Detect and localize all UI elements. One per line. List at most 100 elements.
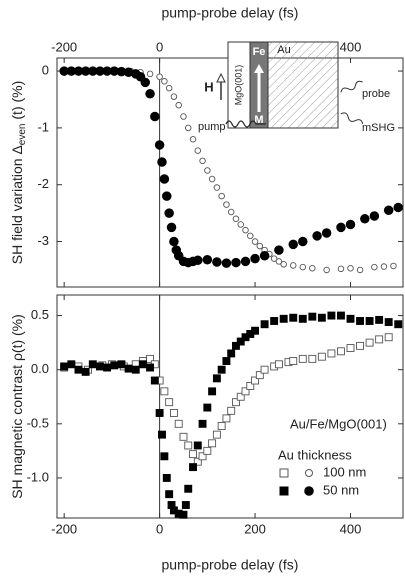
point (194, 147, 202, 154)
point (181, 501, 190, 509)
point (156, 73, 163, 81)
y-tick-label: 0 (42, 63, 49, 78)
x-tick-label: -200 (51, 39, 77, 54)
x-tick-label: 0 (156, 39, 163, 54)
point (321, 228, 332, 238)
legend-marker (305, 469, 313, 477)
point (337, 347, 345, 356)
x-tick-label: 0 (156, 521, 163, 536)
point (327, 349, 336, 358)
point (365, 338, 374, 347)
point (236, 337, 245, 346)
point (145, 89, 155, 99)
point (202, 254, 213, 265)
inset-diagram: MgO(001) Fe M Au H pump probe mSHG (198, 41, 395, 134)
point (212, 430, 221, 439)
legend-marker (279, 468, 289, 478)
point (174, 419, 183, 428)
point (146, 354, 155, 363)
point (166, 222, 177, 233)
point (308, 354, 317, 363)
au-label: Au (277, 44, 290, 56)
point (298, 354, 307, 363)
point (150, 376, 159, 385)
point (124, 364, 133, 373)
point (117, 360, 126, 369)
point (165, 398, 174, 407)
point (193, 441, 202, 450)
point (67, 360, 76, 369)
point (260, 320, 269, 329)
pump-label: pump (198, 121, 226, 133)
point (110, 361, 119, 370)
point (203, 403, 212, 412)
point (312, 231, 322, 241)
point (179, 510, 188, 519)
point (256, 242, 264, 250)
point (260, 365, 269, 374)
point (160, 387, 169, 396)
point (242, 226, 249, 234)
point (162, 191, 172, 201)
x-tick-label: -200 (51, 521, 77, 536)
y-tick-label: 0.5 (31, 307, 49, 322)
point (154, 140, 165, 150)
point (365, 317, 374, 325)
y-axis-label: SH field variation Δeven (t) (%) (9, 81, 28, 265)
point (158, 430, 166, 439)
legend-title: Au thickness (278, 447, 352, 462)
pump-wave (225, 120, 266, 128)
point (165, 490, 174, 499)
probe-label: probe (362, 88, 390, 100)
point (274, 360, 283, 369)
sample-label: Au/Fe/MgO(001) (290, 416, 387, 431)
point (246, 381, 255, 390)
point (390, 262, 397, 270)
point (251, 238, 259, 245)
y-axis-label: SH magnetic contrast ρ(t) (%) (9, 314, 25, 499)
point (217, 422, 226, 430)
point (327, 311, 336, 320)
point (299, 263, 307, 271)
plot-frame (56, 294, 404, 519)
point (199, 157, 206, 165)
point (146, 363, 155, 372)
point (371, 263, 378, 271)
x-tick-label: 200 (244, 521, 266, 536)
point (288, 239, 298, 250)
point (241, 387, 250, 396)
y-label-sub: even (17, 124, 28, 146)
point (213, 184, 221, 191)
point (384, 318, 393, 327)
point (279, 314, 288, 323)
y-label-main: SH field variation Δ (9, 145, 25, 264)
point (189, 463, 197, 472)
point (208, 387, 217, 396)
point (223, 201, 230, 208)
point (155, 409, 164, 417)
point (81, 367, 90, 376)
point (308, 312, 317, 321)
point (337, 265, 345, 273)
point (208, 175, 216, 183)
point (170, 93, 178, 100)
m-arrow-head (254, 64, 264, 73)
point (198, 452, 207, 461)
x-tick-label: 400 (340, 521, 362, 536)
point (232, 341, 240, 350)
point (179, 432, 188, 441)
point (204, 167, 211, 174)
point (360, 214, 370, 224)
fe-label: Fe (253, 46, 266, 58)
x-axis-label: pump-probe delay (fs) (162, 5, 299, 21)
probe-wave (340, 80, 363, 93)
point (146, 70, 154, 78)
x-tick-label: 400 (340, 39, 362, 54)
point (164, 208, 174, 218)
point (131, 365, 140, 374)
point (169, 409, 178, 417)
y-label-rest: (t) (%) (9, 81, 25, 124)
point (255, 371, 264, 380)
point (150, 111, 160, 122)
point (375, 335, 384, 344)
